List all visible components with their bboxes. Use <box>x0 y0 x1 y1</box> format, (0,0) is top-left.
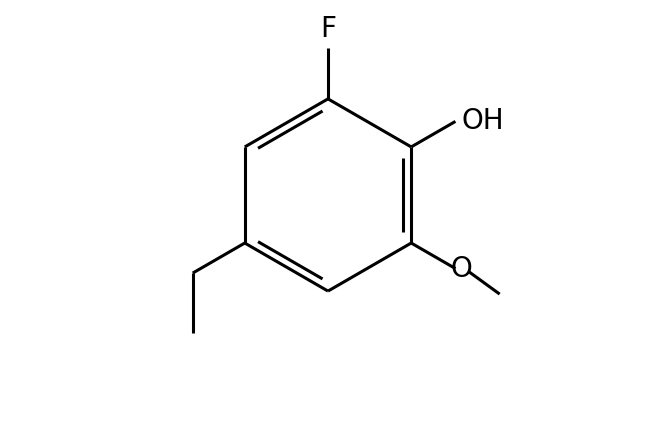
Text: F: F <box>320 15 336 43</box>
Text: OH: OH <box>462 107 504 135</box>
Text: O: O <box>450 255 472 282</box>
